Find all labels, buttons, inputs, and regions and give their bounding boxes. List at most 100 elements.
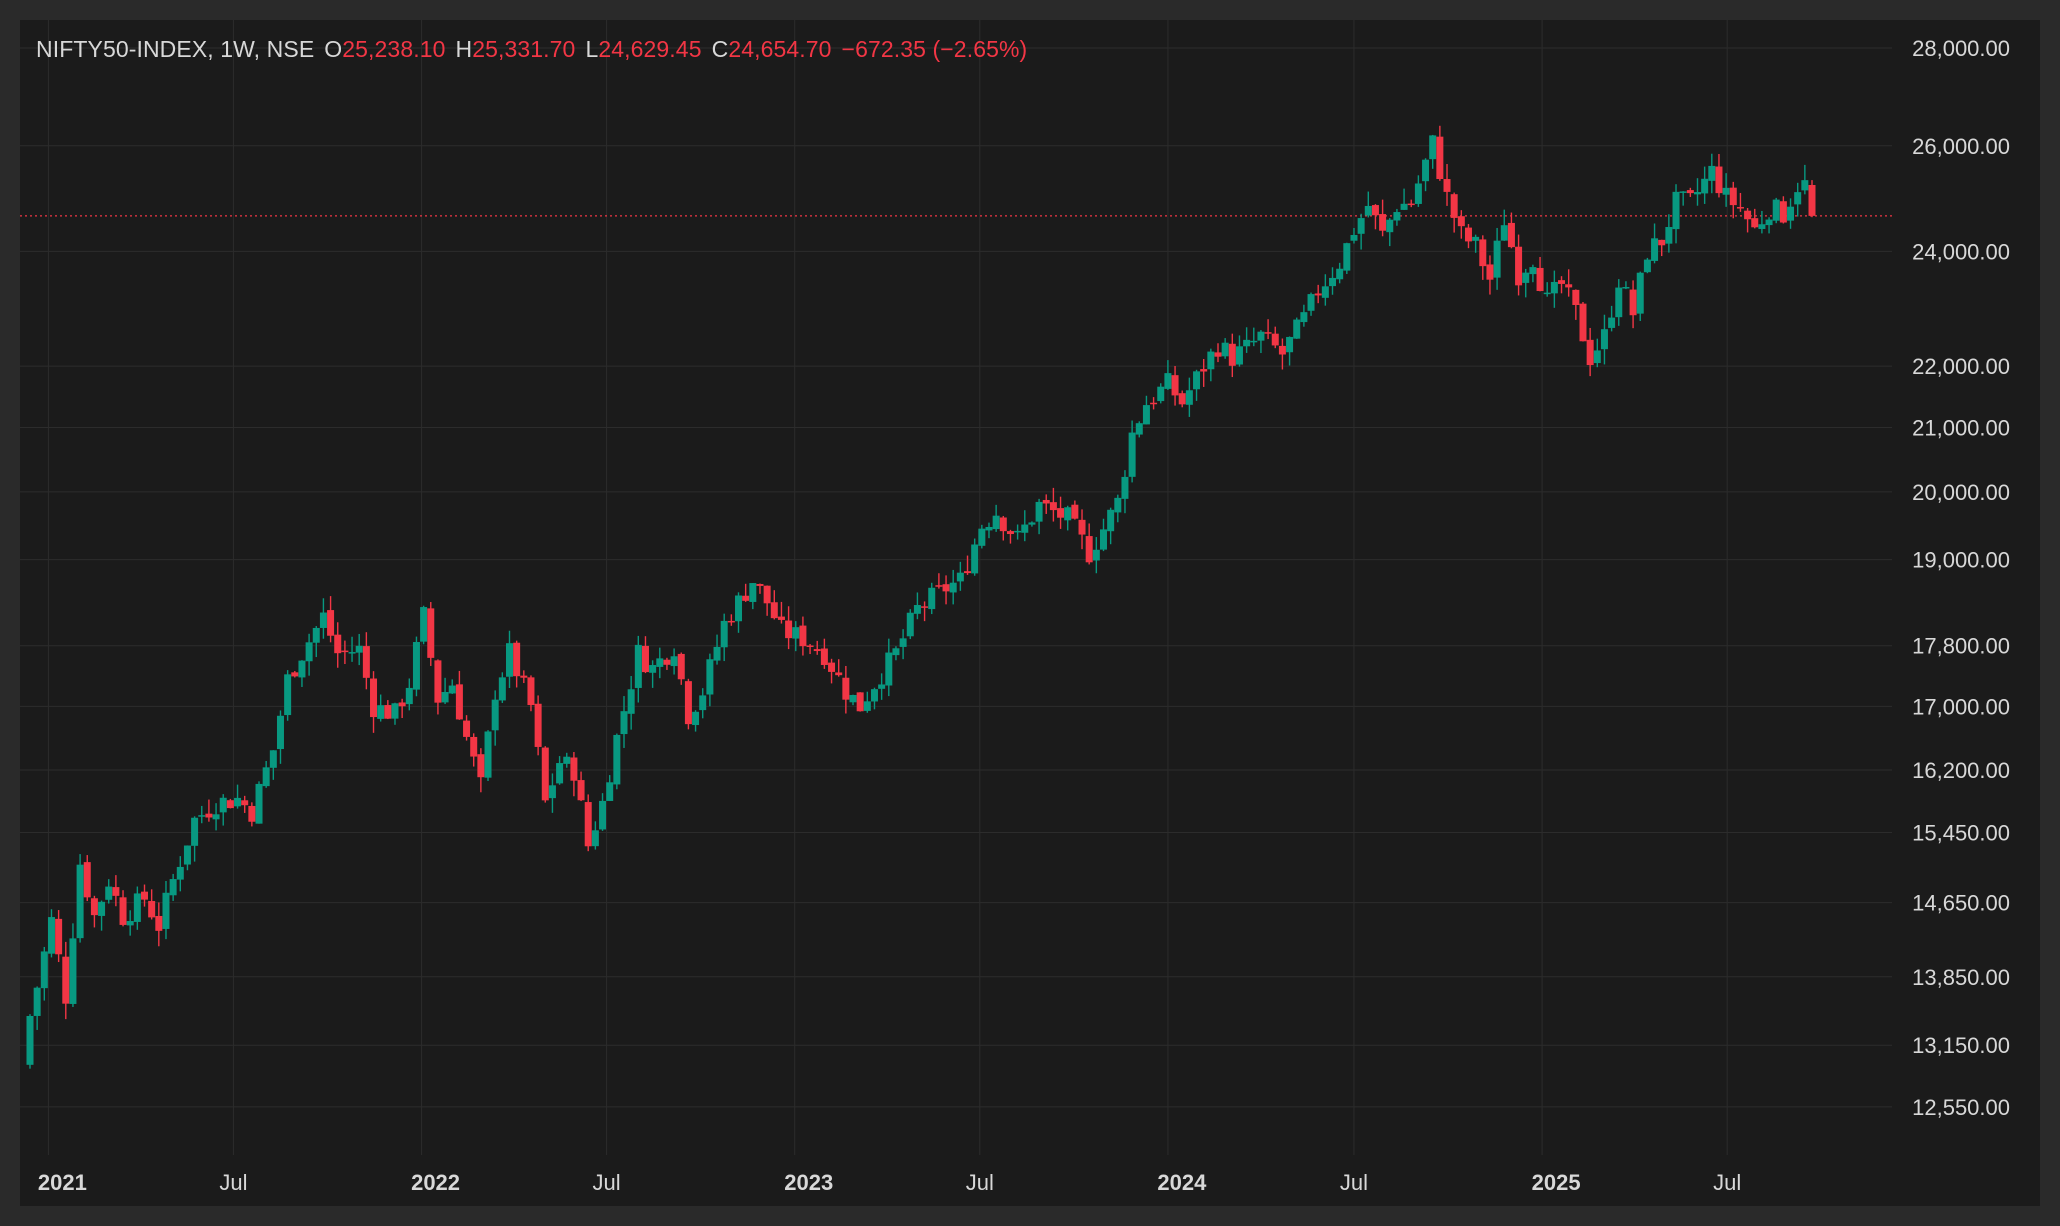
candle[interactable] <box>1099 518 1107 552</box>
candle[interactable] <box>370 671 378 733</box>
candle[interactable] <box>248 802 256 827</box>
candle[interactable] <box>1214 343 1222 363</box>
candle[interactable] <box>885 638 893 697</box>
candle[interactable] <box>1193 369 1201 401</box>
candle[interactable] <box>1579 302 1587 342</box>
candle[interactable] <box>1235 335 1243 367</box>
candle[interactable] <box>198 805 206 824</box>
candle[interactable] <box>1350 228 1358 244</box>
candle[interactable] <box>1507 212 1515 249</box>
candle[interactable] <box>735 592 743 633</box>
candle[interactable] <box>1293 317 1301 339</box>
candle[interactable] <box>1386 218 1394 247</box>
candle[interactable] <box>1400 188 1408 211</box>
candle[interactable] <box>176 856 184 892</box>
candle[interactable] <box>613 733 621 790</box>
candle[interactable] <box>813 640 821 655</box>
candle[interactable] <box>849 694 857 706</box>
candle[interactable] <box>1085 523 1093 565</box>
candle[interactable] <box>1135 421 1143 438</box>
candle[interactable] <box>1307 292 1315 316</box>
candle[interactable] <box>1522 268 1530 298</box>
candle[interactable] <box>398 698 406 719</box>
candle[interactable] <box>1672 184 1680 244</box>
candle[interactable] <box>692 710 700 732</box>
candle[interactable] <box>606 775 614 802</box>
candle[interactable] <box>1343 242 1351 274</box>
candle[interactable] <box>1092 537 1100 574</box>
candle[interactable] <box>684 678 692 730</box>
candle[interactable] <box>1221 338 1229 359</box>
candle[interactable] <box>348 636 356 662</box>
candle[interactable] <box>534 695 542 756</box>
candle[interactable] <box>1622 281 1630 290</box>
candle[interactable] <box>391 702 399 725</box>
candle[interactable] <box>427 602 435 666</box>
candle[interactable] <box>355 633 363 666</box>
candle[interactable] <box>570 752 578 797</box>
candle[interactable] <box>412 636 420 697</box>
candle[interactable] <box>1414 175 1422 207</box>
candle[interactable] <box>942 575 950 605</box>
candle[interactable] <box>298 660 306 687</box>
candle[interactable] <box>62 941 70 1020</box>
candle[interactable] <box>1543 282 1551 297</box>
candle[interactable] <box>1071 500 1079 520</box>
candle[interactable] <box>262 760 270 788</box>
candle[interactable] <box>1500 209 1508 241</box>
candle[interactable] <box>649 660 657 688</box>
candle[interactable] <box>1336 262 1344 284</box>
candle[interactable] <box>1250 327 1258 347</box>
candle[interactable] <box>1450 192 1458 233</box>
candle[interactable] <box>584 794 592 852</box>
candle[interactable] <box>770 590 778 620</box>
candle[interactable] <box>992 504 1000 532</box>
candle[interactable] <box>541 746 549 803</box>
candlestick-chart[interactable]: 28,000.00 26,000.00 24,000.00 22,000.00 21,0… <box>20 20 2040 1206</box>
candle[interactable] <box>434 659 442 715</box>
chart-panel[interactable]: 28,000.00 26,000.00 24,000.00 22,000.00 21,0… <box>20 20 2040 1206</box>
candle[interactable] <box>284 670 292 721</box>
candle[interactable] <box>155 902 163 947</box>
candle[interactable] <box>1779 196 1787 224</box>
candle[interactable] <box>720 613 728 662</box>
candle[interactable] <box>1171 366 1179 406</box>
candle[interactable] <box>1364 191 1372 218</box>
candle[interactable] <box>742 583 750 602</box>
candle[interactable] <box>1078 509 1086 550</box>
candle[interactable] <box>1665 214 1673 253</box>
candle[interactable] <box>870 687 878 710</box>
candle[interactable] <box>455 670 463 720</box>
candle[interactable] <box>1600 314 1608 365</box>
candle[interactable] <box>1150 397 1158 410</box>
candle[interactable] <box>47 909 55 958</box>
candle[interactable] <box>1371 204 1379 230</box>
candle[interactable] <box>1407 199 1415 208</box>
candle[interactable] <box>1608 305 1616 332</box>
candle[interactable] <box>33 986 41 1030</box>
candle[interactable] <box>183 845 191 871</box>
candle[interactable] <box>1715 154 1723 198</box>
candle[interactable] <box>133 886 141 930</box>
candle[interactable] <box>1643 257 1651 274</box>
candle[interactable] <box>105 879 113 904</box>
candle[interactable] <box>1808 180 1816 218</box>
candle[interactable] <box>806 644 814 655</box>
candle[interactable] <box>169 873 177 901</box>
candle[interactable] <box>269 750 277 780</box>
candle[interactable] <box>799 616 807 656</box>
candle[interactable] <box>1593 338 1601 368</box>
candle[interactable] <box>1758 210 1766 234</box>
candle[interactable] <box>90 895 98 928</box>
candle[interactable] <box>327 596 335 643</box>
candle[interactable] <box>899 629 907 660</box>
candle[interactable] <box>319 598 327 639</box>
candle[interactable] <box>441 677 449 705</box>
candle[interactable] <box>477 748 485 793</box>
candle[interactable] <box>620 696 628 748</box>
candle[interactable] <box>191 816 199 862</box>
candle[interactable] <box>527 675 535 712</box>
candle[interactable] <box>1028 521 1036 527</box>
candle[interactable] <box>484 730 492 782</box>
candle[interactable] <box>1529 264 1537 283</box>
